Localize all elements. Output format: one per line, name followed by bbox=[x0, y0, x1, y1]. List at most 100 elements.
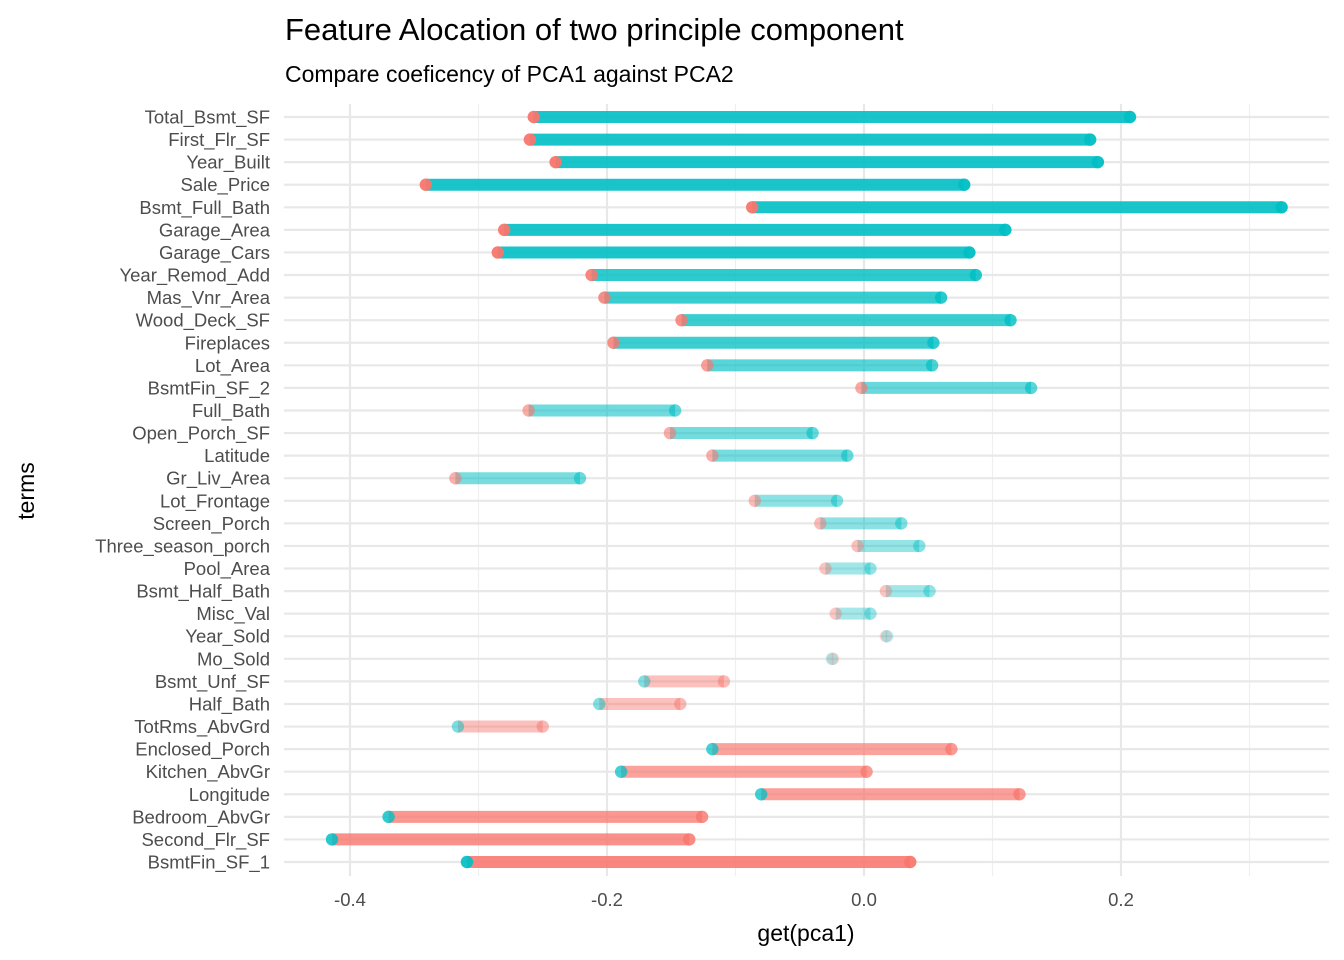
red-point bbox=[549, 155, 562, 169]
teal-point bbox=[830, 494, 844, 507]
red-point bbox=[449, 472, 462, 485]
red-point bbox=[522, 404, 535, 417]
row-Three_season_porch bbox=[851, 539, 926, 553]
teal-point bbox=[755, 788, 768, 801]
y-tick-label: Lot_Area bbox=[195, 355, 271, 377]
row-Sale_Price bbox=[419, 178, 971, 191]
y-tick-label: Garage_Cars bbox=[159, 242, 270, 264]
red-point bbox=[527, 110, 540, 124]
teal-point bbox=[841, 449, 854, 462]
y-tick-label: Total_Bsmt_SF bbox=[145, 107, 270, 129]
y-tick-label: Second_Flr_SF bbox=[141, 829, 270, 851]
red-point bbox=[851, 539, 864, 553]
row-Bsmt_Half_Bath bbox=[879, 584, 936, 598]
red-point bbox=[419, 178, 433, 191]
red-point bbox=[674, 697, 687, 711]
y-tick-label: Misc_Val bbox=[196, 603, 270, 625]
row-Mas_Vnr_Area bbox=[598, 291, 948, 304]
y-tick-label: Gr_Liv_Area bbox=[166, 468, 271, 490]
teal-point bbox=[923, 584, 936, 598]
red-point bbox=[879, 630, 893, 643]
x-tick-label: 0.2 bbox=[1108, 889, 1134, 910]
teal-point bbox=[1083, 133, 1097, 146]
red-point bbox=[498, 223, 511, 237]
teal-point bbox=[451, 720, 465, 733]
red-point bbox=[675, 313, 688, 327]
teal-point bbox=[382, 810, 395, 824]
y-tick-label: BsmtFin_SF_1 bbox=[148, 852, 270, 874]
row-Second_Flr_SF bbox=[325, 833, 696, 846]
teal-point bbox=[925, 359, 939, 372]
x-tick-label: -0.4 bbox=[334, 889, 366, 910]
row-First_Flr_SF bbox=[523, 133, 1097, 146]
row-Year_Remod_Add bbox=[585, 268, 982, 282]
teal-point bbox=[1123, 110, 1137, 124]
x-tick-label: 0.0 bbox=[851, 889, 877, 910]
y-tick-label: Pool_Area bbox=[184, 558, 271, 580]
y-tick-label: Sale_Price bbox=[181, 174, 270, 196]
teal-point bbox=[1024, 381, 1038, 395]
y-tick-label: Longitude bbox=[189, 784, 270, 805]
red-point bbox=[717, 675, 731, 688]
x-axis-ticks: -0.4 -0.2 0.0 0.2 bbox=[334, 889, 1134, 910]
row-Bsmt_Full_Bath bbox=[746, 201, 1288, 214]
red-point bbox=[829, 607, 842, 620]
red-point bbox=[879, 584, 893, 598]
teal-point bbox=[895, 517, 908, 530]
row-BsmtFin_SF_2 bbox=[855, 381, 1038, 395]
y-axis-ticks: Total_Bsmt_SFFirst_Flr_SFYear_BuiltSale_… bbox=[95, 107, 271, 874]
teal-point bbox=[1091, 155, 1105, 169]
teal-point bbox=[668, 404, 682, 417]
red-point bbox=[523, 133, 537, 146]
teal-point bbox=[864, 562, 877, 575]
teal-point bbox=[913, 539, 926, 553]
row-Year_Sold bbox=[879, 630, 894, 643]
y-tick-label: Bedroom_AbvGr bbox=[132, 806, 270, 828]
red-point bbox=[1013, 788, 1026, 801]
red-point bbox=[904, 855, 917, 869]
row-Latitude bbox=[706, 449, 854, 462]
y-tick-label: Garage_Area bbox=[159, 219, 271, 241]
row-Full_Bath bbox=[522, 404, 682, 417]
teal-point bbox=[1275, 201, 1288, 214]
red-point bbox=[706, 449, 719, 462]
y-tick-label: BsmtFin_SF_2 bbox=[148, 377, 270, 399]
teal-point bbox=[638, 675, 651, 688]
red-point bbox=[748, 494, 761, 507]
teal-point bbox=[325, 833, 339, 846]
row-Misc_Val bbox=[829, 607, 877, 620]
red-point bbox=[585, 268, 598, 282]
chart-title: Feature Alocation of two principle compo… bbox=[285, 12, 904, 47]
teal-point bbox=[927, 336, 940, 349]
red-point bbox=[491, 246, 504, 259]
row-Kitchen_AbvGr bbox=[614, 765, 873, 778]
teal-point bbox=[969, 268, 982, 282]
teal-point bbox=[864, 607, 877, 620]
row-Mo_Sold bbox=[825, 652, 840, 666]
row-Open_Porch_SF bbox=[663, 426, 819, 440]
row-Wood_Deck_SF bbox=[675, 313, 1017, 327]
y-tick-label: Bsmt_Full_Bath bbox=[139, 197, 270, 219]
red-point bbox=[860, 765, 873, 778]
red-point bbox=[746, 201, 759, 214]
teal-point bbox=[934, 291, 948, 304]
teal-point bbox=[614, 765, 628, 778]
y-axis-label: terms bbox=[13, 462, 39, 520]
y-tick-label: Half_Bath bbox=[189, 693, 270, 715]
red-point bbox=[598, 291, 611, 304]
y-tick-label: Open_Porch_SF bbox=[132, 423, 270, 445]
y-tick-label: Kitchen_AbvGr bbox=[146, 761, 270, 783]
y-tick-label: Bsmt_Unf_SF bbox=[155, 671, 270, 693]
row-Garage_Cars bbox=[491, 246, 976, 259]
y-tick-label: Year_Built bbox=[186, 152, 270, 174]
y-tick-label: Full_Bath bbox=[192, 400, 270, 422]
row-Total_Bsmt_SF bbox=[527, 110, 1137, 124]
row-TotRms_AbvGrd bbox=[451, 720, 549, 733]
teal-point bbox=[460, 855, 474, 869]
plot-marks bbox=[325, 110, 1288, 869]
red-point bbox=[701, 359, 714, 372]
teal-point bbox=[963, 246, 976, 259]
x-tick-label: -0.2 bbox=[591, 889, 623, 910]
row-Enclosed_Porch bbox=[706, 742, 958, 756]
